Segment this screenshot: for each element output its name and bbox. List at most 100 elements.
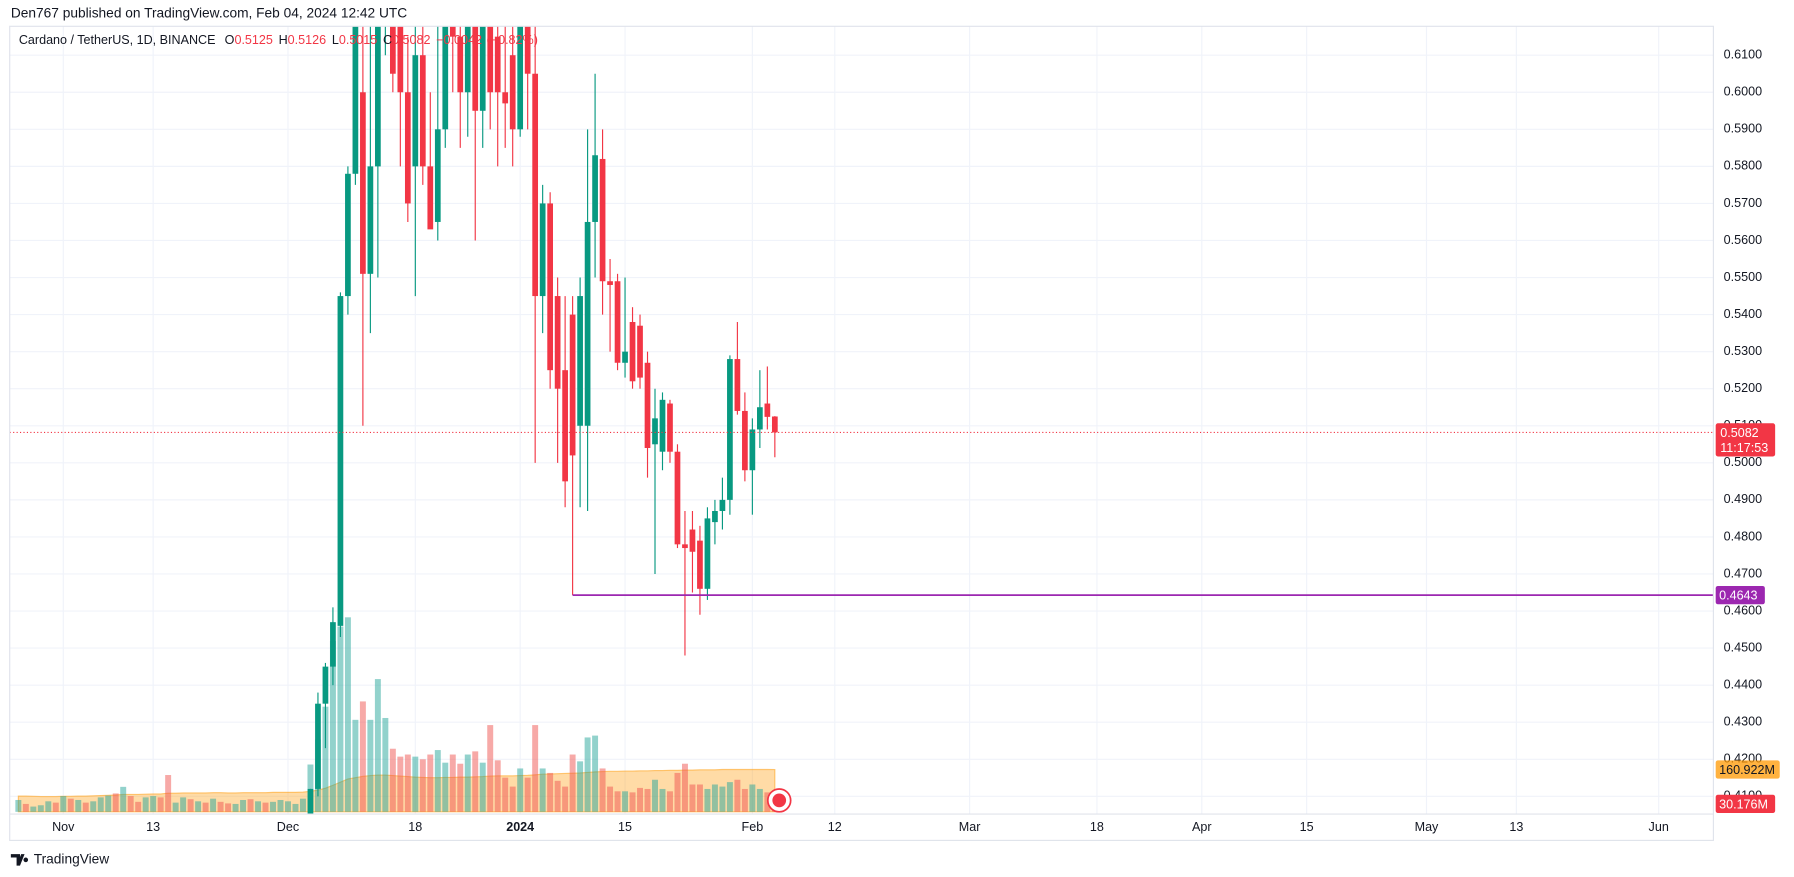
volume-bar xyxy=(509,786,516,812)
candle-body xyxy=(517,26,524,130)
x-tick-label: Feb xyxy=(742,820,764,834)
volume-bar xyxy=(270,801,276,812)
volume-bar xyxy=(344,617,351,812)
x-tick-label: 13 xyxy=(1509,820,1523,834)
volume-bar xyxy=(592,735,599,812)
volume-bar xyxy=(726,782,733,812)
candle-body xyxy=(704,518,711,589)
legend: Cardano / TetherUS, 1D, BINANCE O0.5125 H0… xyxy=(19,33,538,47)
volume-bar xyxy=(285,801,291,812)
volume-bar xyxy=(299,798,306,812)
candle-body xyxy=(569,314,576,456)
y-tick-label: 0.4900 xyxy=(1724,492,1762,506)
volume-bar xyxy=(382,717,389,812)
volume-bar xyxy=(255,801,261,812)
candle-body xyxy=(644,362,651,448)
volume-bar xyxy=(210,798,217,812)
legend-value: 0.5015 xyxy=(339,33,377,47)
candle-body xyxy=(487,26,494,93)
x-tick-label: 15 xyxy=(1300,820,1314,834)
volume-bar xyxy=(756,788,763,812)
volume-bar xyxy=(419,759,426,812)
candle-body xyxy=(330,622,336,667)
x-tick-label: 2024 xyxy=(506,820,534,834)
candle-body xyxy=(412,55,419,167)
y-tick-label: 0.5900 xyxy=(1724,122,1762,136)
volume-bar xyxy=(599,768,606,812)
volume-ma-label: 160.922M xyxy=(1719,763,1775,777)
candle-body xyxy=(404,92,411,204)
candle-body xyxy=(397,26,404,93)
candle-body xyxy=(637,325,643,378)
candle-body xyxy=(352,26,359,174)
candle-body xyxy=(712,510,718,523)
volume-bar xyxy=(352,719,359,812)
y-tick-label: 0.6100 xyxy=(1724,48,1762,62)
volume-bar xyxy=(217,801,224,812)
volume-bar xyxy=(307,764,314,812)
candle-body xyxy=(367,166,374,274)
volume-bar xyxy=(37,805,44,812)
volume-bar xyxy=(629,792,636,812)
candle-body xyxy=(727,359,733,500)
volume-bar xyxy=(157,797,164,812)
x-tick-label: Mar xyxy=(959,820,981,834)
brand-logo xyxy=(10,854,29,866)
y-tick-label: 0.5700 xyxy=(1724,196,1762,210)
candle-body xyxy=(771,416,778,433)
volume-bar xyxy=(547,772,554,812)
price-label-box xyxy=(1715,423,1776,457)
legend-change: −0.0042 xyxy=(436,33,482,47)
y-tick-label: 0.5800 xyxy=(1724,159,1762,173)
axes: 0.41000.42000.43000.44000.45000.46000.47… xyxy=(52,48,1780,834)
volume-bar xyxy=(652,779,658,812)
candle-body xyxy=(652,418,658,445)
candle-body xyxy=(472,26,479,111)
candle-body xyxy=(592,155,598,222)
support-label-box xyxy=(1715,585,1765,605)
volume-bar xyxy=(202,802,209,812)
volume-label: 30.176M xyxy=(1719,797,1768,811)
volume-bar xyxy=(487,725,494,812)
volume-bar xyxy=(532,725,539,812)
candle-pane xyxy=(9,26,1714,815)
volume-bar xyxy=(457,763,464,812)
volume-bar xyxy=(622,791,629,812)
candle-body xyxy=(674,451,681,545)
volume-bar xyxy=(389,748,396,812)
x-tick-label: 18 xyxy=(408,820,422,834)
volume-bar xyxy=(75,799,82,812)
volume-bar xyxy=(120,786,127,812)
y-tick-label: 0.4700 xyxy=(1724,566,1762,580)
volume-bar xyxy=(614,791,621,812)
candle-body xyxy=(629,322,636,382)
candle-body xyxy=(547,203,554,371)
volume-bar xyxy=(584,737,591,812)
volume-bar xyxy=(15,799,22,812)
volume-bar xyxy=(30,806,37,812)
volume-bar xyxy=(359,701,366,812)
candle-body xyxy=(337,296,344,626)
candle-body xyxy=(375,26,381,167)
volume-bar xyxy=(67,798,74,812)
volume-bar xyxy=(367,719,374,812)
volume-bar xyxy=(232,803,239,812)
y-tick-label: 0.4300 xyxy=(1724,715,1762,729)
volume-bar xyxy=(374,679,381,812)
candle-body xyxy=(464,26,471,93)
volume-bar xyxy=(442,762,449,812)
x-tick-label: May xyxy=(1415,820,1439,834)
volume-bar xyxy=(60,796,67,812)
x-tick-label: Jun xyxy=(1649,820,1669,834)
candle-body xyxy=(577,296,583,426)
volume-bar xyxy=(187,799,194,812)
volume-bar xyxy=(240,799,247,812)
y-tick-label: 0.4400 xyxy=(1724,677,1762,691)
candle-body xyxy=(345,173,351,297)
candle-body xyxy=(757,407,763,430)
volume-bar xyxy=(329,640,336,812)
volume-bar xyxy=(195,801,202,812)
volume-bar xyxy=(165,775,172,812)
legend-key: L xyxy=(332,33,339,47)
volume-ma-label-box xyxy=(1715,760,1780,779)
